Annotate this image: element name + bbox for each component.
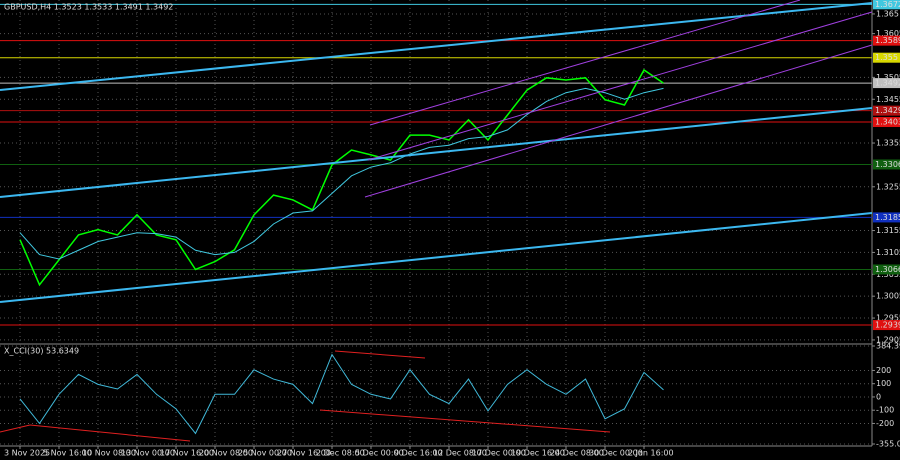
level-label: 1.3672: [875, 0, 900, 9]
x-tick-label: 12 Dec 08:00: [433, 449, 487, 458]
y-tick-label: 1.2955: [876, 314, 900, 323]
x-tick-label: 5 Dec 00:00: [355, 449, 404, 458]
divergence-line: [334, 350, 426, 359]
y-tick-label: 1.2905: [876, 335, 900, 344]
trend-line: [0, 107, 873, 198]
divergence-line: [319, 409, 611, 433]
level-box: [873, 0, 900, 10]
level-label: 1.3403: [875, 118, 900, 127]
level-box: [873, 264, 900, 275]
x-tick-label: 13 Nov 00:00: [121, 449, 175, 458]
plot-layers: [0, 0, 872, 446]
channel-line: [364, 44, 873, 198]
y-tick-label: 1.3505: [876, 73, 900, 82]
x-tick-label: 17 Nov 16:00: [160, 449, 214, 458]
x-tick-label: 2 Dec 08:00: [316, 449, 365, 458]
x-tick-label: 17 Dec 00:00: [472, 449, 526, 458]
level-label: 1.355: [875, 53, 898, 62]
divergence-line: [29, 424, 191, 442]
level-box: [873, 320, 900, 331]
y-tick-label: 1.3355: [876, 139, 900, 148]
y-tick-label: 1.3255: [876, 182, 900, 191]
level-label: 1.3185: [875, 213, 900, 222]
y-tick-label: -355.0311: [876, 440, 900, 449]
divergence-lines: [0, 350, 611, 442]
y-tick-label: 1.3155: [876, 226, 900, 235]
channel-line: [369, 0, 801, 126]
level-label: 1.3306: [875, 160, 900, 169]
level-box: [873, 78, 900, 89]
x-tick-label: 30 Dec 00:00: [589, 449, 643, 458]
y-tick-label: -100: [876, 406, 894, 415]
y-tick-label: 1.3105: [876, 248, 900, 257]
level-label: 1.3589: [875, 36, 900, 45]
y-tick-label: 1.365: [876, 9, 899, 18]
level-box: [873, 212, 900, 223]
x-tick-label: 25 Nov 00:00: [238, 449, 292, 458]
x-tick-label: 20 Nov 08:00: [199, 449, 253, 458]
trend-line: [0, 2, 873, 91]
x-tick-label: 24 Dec 08:00: [550, 449, 604, 458]
series-line: [19, 87, 664, 260]
level-label: 1.2939: [875, 321, 900, 330]
indicator-title: X_CCI(30) 53.6349: [4, 347, 79, 356]
level-label: 1.3429: [875, 106, 900, 115]
x-tick-label: 19 Dec 16:00: [511, 449, 565, 458]
level-label: 1.3492: [875, 79, 900, 88]
divergence-line: [0, 424, 31, 433]
level-box: [873, 105, 900, 116]
y-tick-label: 1.3605: [876, 29, 900, 38]
series-line: [19, 353, 664, 435]
x-tick-label: 27 Nov 16:00: [277, 449, 331, 458]
channel-lines: [364, 0, 873, 198]
y-tick-label: -200: [876, 419, 894, 428]
level-label: 1.3066: [875, 265, 900, 274]
trend-lines: [0, 2, 873, 303]
x-tick-label: 3 Nov 2025: [4, 449, 50, 458]
chart-title: GBPUSD,H4 1.3523 1.3533 1.3491 1.3492: [4, 3, 173, 12]
y-tick-label: 1.3005: [876, 292, 900, 301]
channel-line: [367, 11, 873, 161]
y-tick-label: 200: [876, 366, 891, 375]
y-tick-label: 0: [876, 392, 881, 401]
x-tick-label: 2 Jan 16:00: [628, 449, 674, 458]
trend-line: [0, 212, 873, 303]
level-box: [873, 35, 900, 46]
series-line: [19, 68, 664, 287]
x-tick-label: 5 Nov 16:00: [43, 449, 92, 458]
level-box: [873, 117, 900, 128]
y-tick-label: 100: [876, 379, 891, 388]
y-tick-label: 384.3971: [876, 342, 900, 351]
x-tick-label: 9 Dec 16:00: [394, 449, 443, 458]
level-box: [873, 159, 900, 170]
x-tick-label: 10 Nov 08:00: [82, 449, 136, 458]
y-tick-label: 1.3455: [876, 95, 900, 104]
level-box: [873, 52, 900, 63]
